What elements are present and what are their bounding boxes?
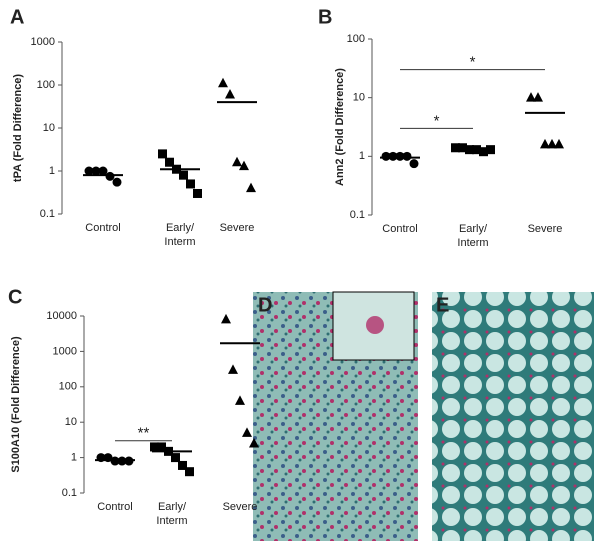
y-tick-label: 100: [347, 33, 365, 45]
x-tick-label: Control: [382, 223, 417, 235]
label-line: Severe: [220, 222, 255, 234]
dot: [249, 438, 259, 448]
x-tick-label: Early/Interm: [457, 223, 488, 249]
x-tick-label: Severe: [220, 222, 255, 234]
dot: [221, 313, 231, 324]
dot: [186, 179, 195, 189]
dot: [479, 147, 488, 157]
label-line: Interm: [156, 515, 187, 527]
y-tick-label: 1: [359, 150, 365, 162]
histology-image: [432, 292, 594, 541]
y-tick-label: 10: [43, 122, 55, 134]
label-line: Early/: [166, 222, 195, 234]
y-tick-label: 1000: [53, 345, 77, 357]
dot: [157, 442, 166, 452]
dot: [409, 159, 419, 169]
panel-label: E: [436, 294, 449, 316]
label-line: Early/: [158, 501, 187, 513]
y-tick-label: 0.1: [62, 487, 77, 499]
y-axis-title: Ann2 (Fold Difference): [334, 68, 346, 186]
dot: [228, 364, 238, 374]
label-line: Interm: [164, 236, 195, 248]
x-tick-label: Early/Interm: [156, 501, 187, 527]
label-line: Control: [85, 222, 120, 234]
dot: [150, 442, 159, 452]
dot: [185, 467, 194, 477]
dot: [533, 92, 543, 102]
inset-stain: [366, 316, 384, 334]
y-tick-label: 0.1: [40, 208, 55, 220]
dot: [242, 427, 252, 437]
dot: [246, 182, 256, 193]
dot: [171, 453, 180, 463]
panel-label: B: [318, 6, 332, 28]
label-line: Interm: [457, 237, 488, 249]
dot: [178, 460, 187, 470]
panel-label: C: [8, 286, 22, 308]
y-axis-title: S100A10 (Fold Difference): [10, 336, 22, 473]
dot: [165, 157, 174, 167]
dot: [179, 170, 188, 180]
x-tick-label: Control: [85, 222, 120, 234]
label-line: Severe: [528, 223, 563, 235]
dot: [158, 149, 167, 159]
x-tick-label: Control: [97, 501, 132, 513]
dot: [98, 166, 108, 176]
x-tick-label: Early/Interm: [164, 222, 195, 248]
dot: [547, 138, 557, 149]
dot: [239, 160, 249, 171]
dot: [105, 171, 115, 181]
panel-label: A: [10, 6, 24, 28]
dot: [554, 138, 564, 149]
x-tick-label: Severe: [528, 223, 563, 235]
y-tick-label: 100: [59, 381, 77, 393]
y-tick-label: 10: [65, 416, 77, 428]
dot: [526, 92, 536, 102]
significance-label: *: [470, 54, 476, 71]
y-tick-label: 1: [49, 165, 55, 177]
y-tick-label: 1: [71, 452, 77, 464]
y-tick-label: 1000: [31, 36, 55, 48]
dot: [402, 151, 412, 161]
dot: [235, 395, 245, 405]
y-tick-label: 100: [37, 79, 55, 91]
significance-label: **: [138, 425, 150, 442]
significance-label: *: [434, 112, 440, 129]
y-axis-title: tPA (Fold Difference): [12, 74, 24, 183]
label-line: Control: [97, 501, 132, 513]
panel-label: D: [258, 294, 272, 316]
dot: [218, 77, 228, 88]
label-line: Severe: [223, 501, 258, 513]
dot: [84, 166, 94, 176]
x-tick-label: Severe: [223, 501, 258, 513]
label-line: Control: [382, 223, 417, 235]
dot: [225, 89, 235, 99]
y-tick-label: 0.1: [350, 209, 365, 221]
dot: [91, 166, 101, 176]
label-line: Early/: [459, 223, 488, 235]
y-tick-label: 10: [353, 92, 365, 104]
dot: [232, 156, 242, 167]
dot: [112, 177, 122, 187]
dot: [193, 188, 202, 198]
y-tick-label: 10000: [46, 310, 77, 322]
dot: [540, 138, 550, 149]
